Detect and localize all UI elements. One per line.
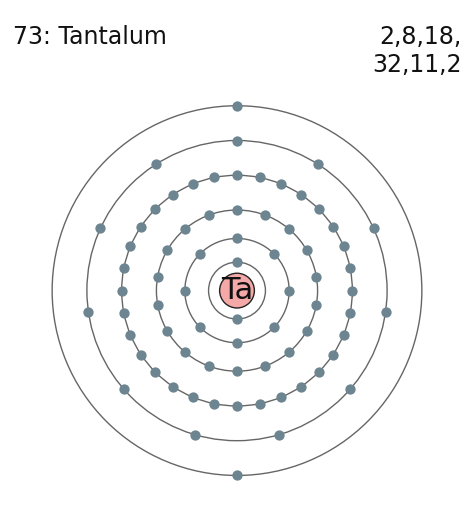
Point <box>303 246 310 254</box>
Point <box>152 205 159 213</box>
Point <box>191 430 199 439</box>
Text: Ta: Ta <box>221 276 253 305</box>
Point <box>137 222 145 231</box>
Point <box>255 174 263 182</box>
Point <box>120 309 128 317</box>
Point <box>340 330 347 339</box>
Point <box>181 286 189 295</box>
Point <box>233 102 241 110</box>
Point <box>196 250 204 258</box>
Point <box>233 258 241 266</box>
Point <box>346 385 354 393</box>
Point <box>154 272 162 281</box>
Point <box>233 206 241 214</box>
Point <box>211 399 219 408</box>
Point <box>312 272 320 281</box>
Point <box>340 242 347 251</box>
Point <box>189 393 197 401</box>
Point <box>314 160 322 168</box>
Point <box>189 180 197 188</box>
Point <box>297 191 305 199</box>
Point <box>270 323 278 332</box>
Point <box>137 351 145 359</box>
Point <box>270 250 278 258</box>
Point <box>206 211 213 219</box>
Point <box>233 171 241 179</box>
Point <box>315 368 322 376</box>
Point <box>97 224 104 233</box>
Point <box>152 160 160 168</box>
Point <box>127 242 134 251</box>
Point <box>346 309 354 317</box>
Point <box>233 136 241 145</box>
Point <box>233 471 241 480</box>
Point <box>152 368 159 376</box>
Point <box>382 308 389 316</box>
Point <box>277 180 285 188</box>
Point <box>233 339 241 347</box>
Point <box>120 264 128 272</box>
Point <box>182 348 189 356</box>
Point <box>233 315 241 323</box>
Point <box>233 402 241 410</box>
Point <box>233 234 241 242</box>
Text: 2,8,18,
32,11,2: 2,8,18, 32,11,2 <box>372 25 461 77</box>
Point <box>261 211 268 219</box>
Point <box>277 393 285 401</box>
Point <box>164 327 171 335</box>
Point <box>315 205 322 213</box>
Point <box>346 264 354 272</box>
Point <box>169 191 177 199</box>
Point <box>118 286 126 295</box>
Point <box>182 225 189 233</box>
Point <box>275 430 283 439</box>
Text: 73: Tantalum: 73: Tantalum <box>13 25 166 49</box>
Point <box>211 174 219 182</box>
Point <box>329 222 337 231</box>
Point <box>206 362 213 370</box>
Point <box>261 362 268 370</box>
Point <box>285 225 292 233</box>
Point <box>169 382 177 391</box>
Point <box>120 385 128 393</box>
Point <box>154 300 162 309</box>
Point <box>297 382 305 391</box>
Point <box>285 286 293 295</box>
Point <box>303 327 310 335</box>
Point <box>285 348 292 356</box>
Point <box>370 224 377 233</box>
Point <box>196 323 204 332</box>
Point <box>255 399 263 408</box>
Point <box>329 351 337 359</box>
Point <box>348 286 356 295</box>
Circle shape <box>219 273 255 308</box>
Point <box>233 367 241 376</box>
Point <box>164 246 171 254</box>
Point <box>312 300 320 309</box>
Point <box>127 330 134 339</box>
Point <box>85 308 92 316</box>
